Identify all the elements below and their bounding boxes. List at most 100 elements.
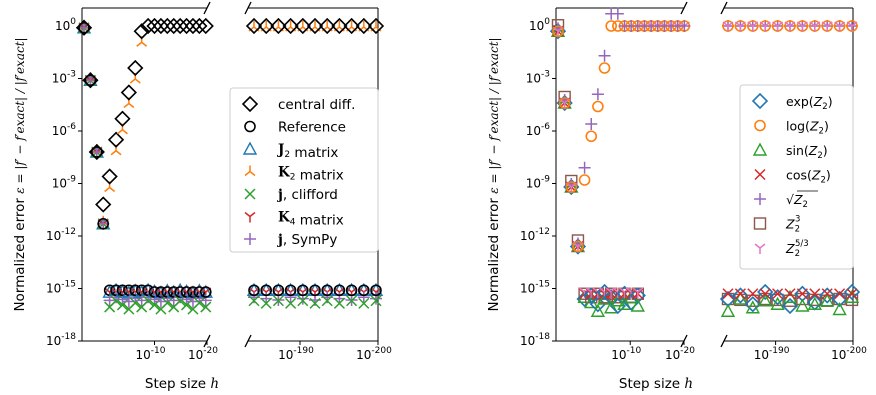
- left-legend-box: [229, 87, 379, 253]
- reference-point: [78, 21, 90, 34]
- clifford-point: [370, 295, 382, 307]
- legend-label-part: j: [277, 187, 283, 203]
- x-tick-label-seg2-a: 10-190: [754, 346, 790, 362]
- sympy-point: [103, 294, 116, 307]
- legend-label-part: ): [823, 143, 828, 158]
- right-legend-marker: [754, 168, 766, 181]
- legend-label-part: ): [824, 119, 829, 134]
- central-diff-point: [88, 143, 105, 161]
- legend-label-part: Z: [813, 94, 823, 109]
- right-legend-marker: [751, 92, 769, 110]
- y-tick-label: 100: [55, 17, 76, 33]
- y-axis-label: Normalized error ε = |f′ − f′exact| / |f…: [12, 37, 28, 311]
- central-diff-point: [82, 72, 99, 89]
- legend-label-part: 2: [290, 173, 296, 183]
- left-legend-marker: [241, 95, 259, 113]
- clifford-point: [193, 297, 205, 309]
- legend-label-part: j: [277, 232, 283, 248]
- y-axis-label-math: ε = |f′ − f′exact| / |f′exact|: [13, 37, 27, 193]
- sin-point: [733, 291, 748, 305]
- central-diff-point: [178, 17, 195, 35]
- sqrt-point: [611, 7, 624, 20]
- sympy-point: [97, 217, 110, 230]
- pow53-point: [846, 21, 858, 32]
- right-legend-marker: [753, 217, 767, 230]
- clifford-point: [285, 297, 297, 309]
- x-tick-exponent: -200: [371, 346, 392, 356]
- reference-point: [321, 284, 334, 297]
- legend-label-part: ): [828, 94, 833, 109]
- axis-break-mark: [680, 1, 688, 15]
- y-tick-exponent: 0: [70, 17, 76, 27]
- reference-point: [260, 284, 273, 297]
- reference-point: [345, 284, 358, 297]
- legend-label-part: 5/3: [795, 239, 809, 249]
- cos-point: [734, 288, 746, 300]
- y-tick-exponent: 0: [544, 17, 550, 27]
- right-legend-marker: [752, 142, 768, 156]
- pow53-point: [632, 287, 644, 298]
- log-point: [585, 130, 598, 143]
- legend-label-part: Reference: [278, 120, 346, 136]
- y-tick-label: 10-15: [520, 280, 550, 296]
- clifford-point: [260, 297, 272, 309]
- central-diff-point: [114, 110, 131, 127]
- legend-label-part: 4: [290, 218, 296, 228]
- cos-point: [809, 288, 821, 300]
- y-tick-label: 10-9: [526, 175, 551, 191]
- central-diff-point: [306, 17, 324, 35]
- sympy-point: [148, 293, 161, 306]
- cube-point: [746, 294, 759, 307]
- cos-point: [759, 288, 771, 300]
- x-axis-label-text: Step size: [619, 376, 685, 392]
- clifford-point: [333, 297, 345, 309]
- legend-label-part: exp(: [786, 94, 814, 109]
- y-tick-exponent: -12: [61, 227, 76, 237]
- y-tick-exponent: -18: [61, 332, 76, 342]
- right-legend-label: Z23: [785, 215, 800, 235]
- y-tick-label: 10-3: [52, 70, 76, 86]
- legend-label-part: ): [826, 168, 831, 183]
- central-diff-point: [343, 17, 360, 35]
- legend-label-part: matrix: [295, 168, 343, 184]
- left-legend-label: J2 matrix: [277, 142, 338, 161]
- x-axis-label: Step size h: [145, 376, 219, 392]
- sqrt-point: [598, 49, 611, 62]
- sympy-point: [370, 292, 382, 305]
- log-point: [598, 62, 611, 74]
- sin-point: [807, 296, 822, 310]
- legend-label-part: Z: [808, 143, 818, 158]
- x-tick-exponent: -20: [203, 346, 218, 356]
- central-diff-point: [355, 17, 372, 35]
- right-legend-marker: [754, 193, 766, 205]
- cos-point: [846, 288, 858, 300]
- sin-point: [617, 296, 632, 310]
- sqrt-point: [678, 20, 691, 32]
- sin-point: [745, 300, 760, 314]
- right-legend-label: exp(Z2): [786, 94, 833, 112]
- sin-point: [770, 296, 785, 310]
- clifford-point: [110, 295, 122, 307]
- K2-point: [272, 21, 284, 32]
- central-diff-point: [282, 17, 299, 35]
- central-diff-point: [107, 131, 125, 148]
- central-diff-point: [101, 168, 118, 185]
- pow53-point: [809, 21, 821, 32]
- x-tick-exponent: -200: [846, 346, 867, 356]
- clifford-point: [142, 295, 154, 307]
- legend-label-part: log(: [786, 119, 810, 134]
- x-axis-label-text: Step size: [145, 376, 211, 392]
- reference-point: [284, 284, 297, 297]
- right-legend-label: √Z2: [786, 192, 808, 210]
- y-tick-label: 10-18: [46, 332, 76, 348]
- K2-point: [248, 21, 260, 32]
- sin-point: [630, 298, 645, 312]
- log-point: [578, 174, 591, 186]
- right-legend-marker: [754, 119, 766, 132]
- pow53-point: [784, 21, 796, 32]
- clifford-point: [129, 297, 141, 309]
- sympy-point: [180, 293, 193, 306]
- legend-label-part: 2: [803, 200, 808, 210]
- x-tick-label-seg1-b: 10-20: [188, 346, 218, 362]
